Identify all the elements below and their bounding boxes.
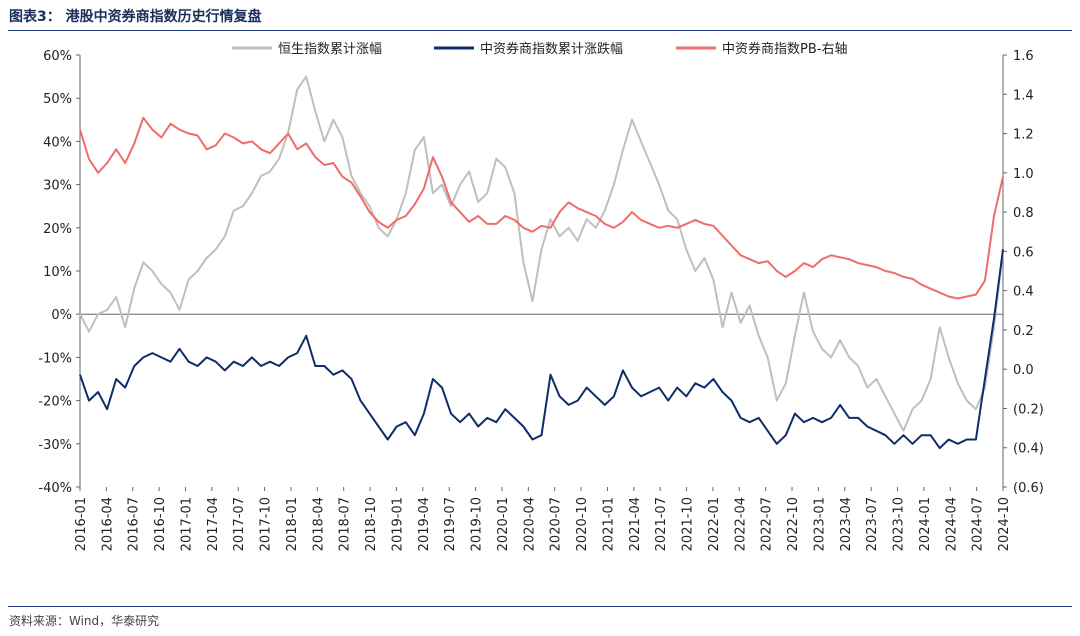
- source-note: 资料来源：Wind，华泰研究: [9, 614, 160, 628]
- left-tick-label: 20%: [43, 222, 72, 237]
- x-tick-label: 2017-07: [232, 497, 247, 551]
- right-tick-label: 0.4: [1013, 285, 1034, 300]
- right-tick-label: 0.8: [1013, 206, 1034, 221]
- x-tick-label: 2017-04: [206, 497, 221, 551]
- x-tick-label: 2020-07: [549, 497, 564, 551]
- left-tick-label: 30%: [43, 179, 72, 194]
- right-tick-label: (0.6): [1013, 481, 1044, 496]
- right-tick-label: (0.4): [1013, 442, 1044, 457]
- x-tick-label: 2020-01: [496, 497, 511, 551]
- x-tick-label: 2022-07: [760, 497, 775, 551]
- right-tick-label: 0.0: [1013, 363, 1034, 378]
- legend-label-broker: 中资券商指数累计涨跌幅: [480, 41, 623, 57]
- x-tick-label: 2016-01: [74, 497, 89, 551]
- left-tick-label: 50%: [43, 92, 72, 107]
- left-tick-label: -30%: [38, 438, 72, 453]
- right-tick-label: 1.2: [1013, 128, 1034, 143]
- left-tick-label: 60%: [43, 49, 72, 64]
- right-tick-label: 1.6: [1013, 49, 1034, 64]
- title-divider: [8, 30, 1072, 31]
- left-tick-label: -40%: [38, 481, 72, 496]
- axes: 60% 50% 40% 30% 20% 10% 0% -10% -20% -30% -40% 1.6 1…: [38, 49, 1043, 551]
- x-tick-label: 2021-07: [654, 497, 669, 551]
- x-tick-label: 2019-04: [417, 497, 432, 551]
- line-hsi: [79, 75, 1004, 432]
- x-tick-label: 2022-01: [707, 497, 722, 551]
- x-tick-label: 2022-10: [786, 497, 801, 551]
- right-tick-label: 1.4: [1013, 88, 1034, 103]
- right-tick-label: 0.6: [1013, 245, 1034, 260]
- x-tick-label: 2019-01: [390, 497, 405, 551]
- chart-title: 图表3： 港股中资券商指数历史行情复盘: [9, 9, 262, 25]
- x-tick-label: 2020-04: [522, 497, 537, 551]
- x-tick-label: 2018-07: [338, 497, 353, 551]
- x-tick-label: 2018-10: [364, 497, 379, 551]
- x-tick-label: 2019-10: [470, 497, 485, 551]
- x-tick-label: 2023-10: [892, 497, 907, 551]
- x-tick-label: 2017-10: [259, 497, 274, 551]
- left-tick-label: 10%: [43, 265, 72, 280]
- x-tick-label: 2018-01: [285, 497, 300, 551]
- chart-area: 恒生指数累计涨幅 中资券商指数累计涨跌幅 中资券商指数PB-右轴 60% 50% 4…: [38, 41, 1043, 551]
- x-tick-label: 2016-07: [127, 497, 142, 551]
- x-tick-label: 2020-10: [575, 497, 590, 551]
- left-tick-label: -20%: [38, 395, 72, 410]
- x-tick-label: 2021-04: [628, 497, 643, 551]
- legend-label-pb: 中资券商指数PB-右轴: [722, 41, 847, 57]
- x-tick-label: 2024-04: [944, 497, 959, 551]
- right-tick-label: 0.2: [1013, 324, 1034, 339]
- x-tick-label: 2021-10: [681, 497, 696, 551]
- x-tick-label: 2017-01: [179, 497, 194, 551]
- x-tick-label: 2023-04: [839, 497, 854, 551]
- x-tick-label: 2024-07: [971, 497, 986, 551]
- x-tick-label: 2016-10: [153, 497, 168, 551]
- left-tick-label: 0%: [51, 308, 72, 323]
- x-tick-label: 2023-01: [812, 497, 827, 551]
- x-tick-label: 2021-01: [601, 497, 616, 551]
- left-tick-label: -10%: [38, 351, 72, 366]
- line-broker-pb: [79, 116, 1004, 300]
- x-tick-label: 2024-10: [997, 497, 1012, 551]
- x-tick-label: 2022-04: [733, 497, 748, 551]
- left-tick-label: 40%: [43, 135, 72, 150]
- line-broker-index: [79, 249, 1004, 450]
- x-tick-label: 2023-07: [865, 497, 880, 551]
- right-tick-label: 1.0: [1013, 167, 1034, 182]
- x-tick-label: 2019-07: [443, 497, 458, 551]
- x-tick-label: 2018-04: [311, 497, 326, 551]
- footer-divider: [8, 606, 1072, 607]
- x-tick-label: 2016-04: [100, 497, 115, 551]
- x-tick-label: 2024-01: [918, 497, 933, 551]
- series-lines: [79, 75, 1004, 450]
- legend: 恒生指数累计涨幅 中资券商指数累计涨跌幅 中资券商指数PB-右轴: [232, 41, 847, 57]
- legend-label-hsi: 恒生指数累计涨幅: [278, 42, 382, 57]
- right-tick-label: (0.2): [1013, 402, 1044, 417]
